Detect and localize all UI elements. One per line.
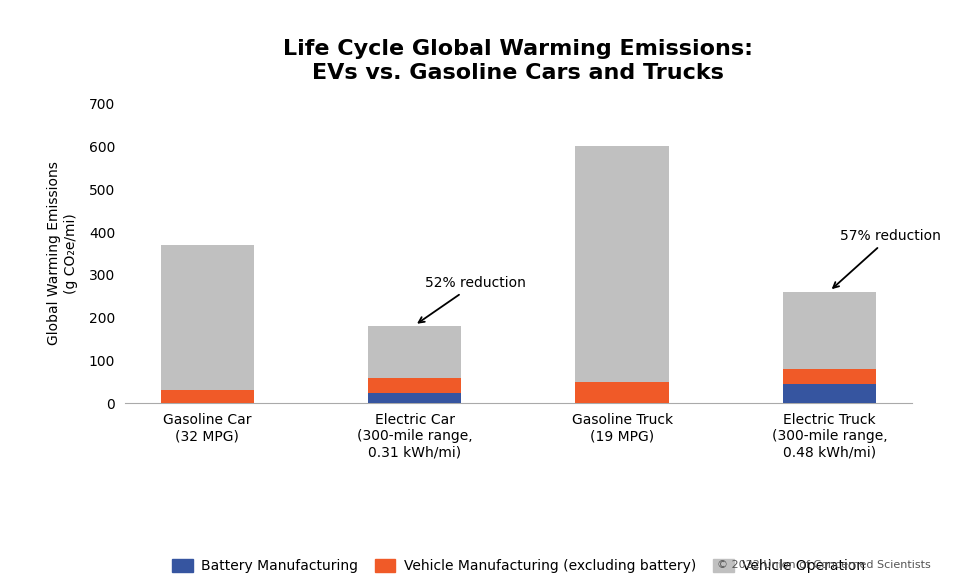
Bar bbox=[782, 384, 876, 403]
Bar bbox=[782, 369, 876, 384]
Bar bbox=[782, 292, 876, 369]
Bar bbox=[368, 392, 462, 403]
Title: Life Cycle Global Warming Emissions:
EVs vs. Gasoline Cars and Trucks: Life Cycle Global Warming Emissions: EVs… bbox=[283, 40, 754, 83]
Text: © 2022 Union of Concerned Scientists: © 2022 Union of Concerned Scientists bbox=[717, 560, 931, 570]
Bar bbox=[368, 377, 462, 392]
Text: 57% reduction: 57% reduction bbox=[833, 229, 941, 288]
Legend: Battery Manufacturing, Vehicle Manufacturing (excluding battery), Vehicle Operat: Battery Manufacturing, Vehicle Manufactu… bbox=[166, 554, 871, 576]
Bar bbox=[575, 146, 669, 382]
Text: 52% reduction: 52% reduction bbox=[419, 276, 526, 323]
Bar bbox=[368, 326, 462, 377]
Bar bbox=[575, 382, 669, 403]
Bar bbox=[160, 391, 254, 403]
Y-axis label: Global Warming Emissions
(g CO₂e/mi): Global Warming Emissions (g CO₂e/mi) bbox=[47, 161, 78, 346]
Bar bbox=[160, 245, 254, 391]
